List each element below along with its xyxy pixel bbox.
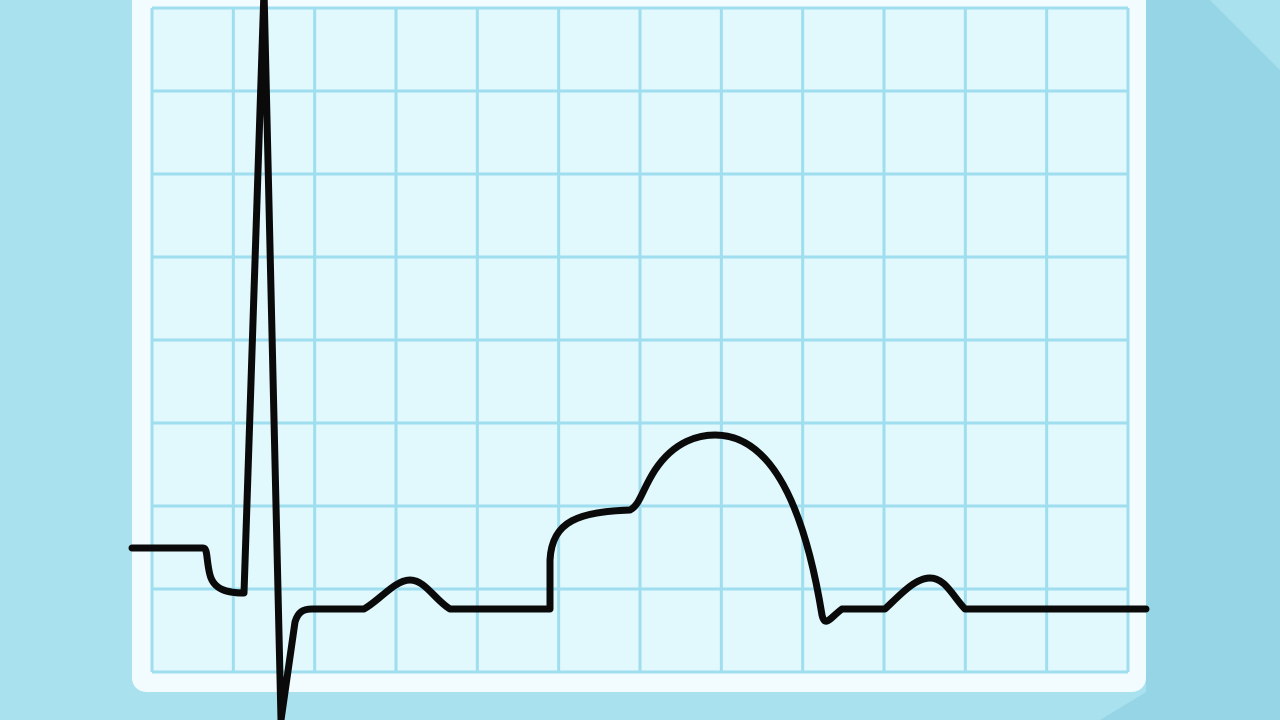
card-shadow — [1100, 0, 1280, 720]
ecg-trace — [128, 0, 1150, 720]
grid-lines — [150, 6, 1130, 674]
